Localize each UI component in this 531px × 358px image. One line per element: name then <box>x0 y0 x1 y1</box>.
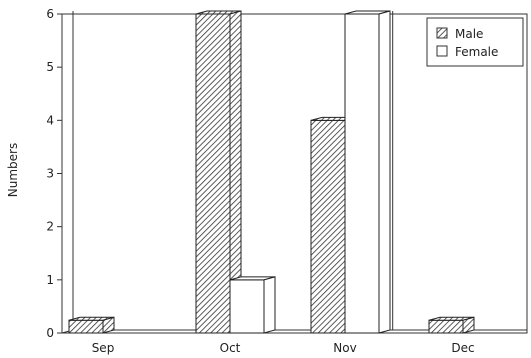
bar-male <box>68 316 115 334</box>
bar-side <box>102 316 115 334</box>
y-tick-label: 2 <box>46 220 54 234</box>
legend-label: Female <box>455 45 498 59</box>
legend-swatch <box>436 45 448 57</box>
bar-female <box>344 10 391 334</box>
y-tick-label: 0 <box>46 326 54 340</box>
bar-female <box>229 276 276 334</box>
bar-side <box>263 276 276 334</box>
x-tick-label: Oct <box>220 341 241 355</box>
bar-front <box>195 13 231 334</box>
x-tick-label: Sep <box>92 341 115 355</box>
y-tick-label: 6 <box>46 7 54 21</box>
bar-side <box>462 316 475 334</box>
legend-box <box>426 17 524 67</box>
y-tick-label: 3 <box>46 167 54 181</box>
x-tick-label: Nov <box>333 341 356 355</box>
x-tick-label: Dec <box>451 341 474 355</box>
bar-male <box>195 10 242 334</box>
bar-front <box>68 319 104 334</box>
bar-front <box>229 279 265 334</box>
y-tick-label: 4 <box>46 113 54 127</box>
legend-label: Male <box>455 27 483 41</box>
bars <box>68 10 475 334</box>
bar-front <box>310 119 346 334</box>
bar-front <box>428 319 464 334</box>
y-ticks: 0 1 2 3 4 5 6 <box>46 7 62 340</box>
y-tick-label: 5 <box>46 60 54 74</box>
bar-side <box>378 10 391 334</box>
legend: Male Female <box>426 17 524 67</box>
legend-swatch <box>436 27 448 39</box>
bar-front <box>344 13 380 334</box>
bar-male <box>428 316 475 334</box>
y-tick-label: 1 <box>46 273 54 287</box>
x-ticks: Sep Oct Nov Dec <box>92 341 475 355</box>
y-axis-label: Numbers <box>6 143 20 197</box>
